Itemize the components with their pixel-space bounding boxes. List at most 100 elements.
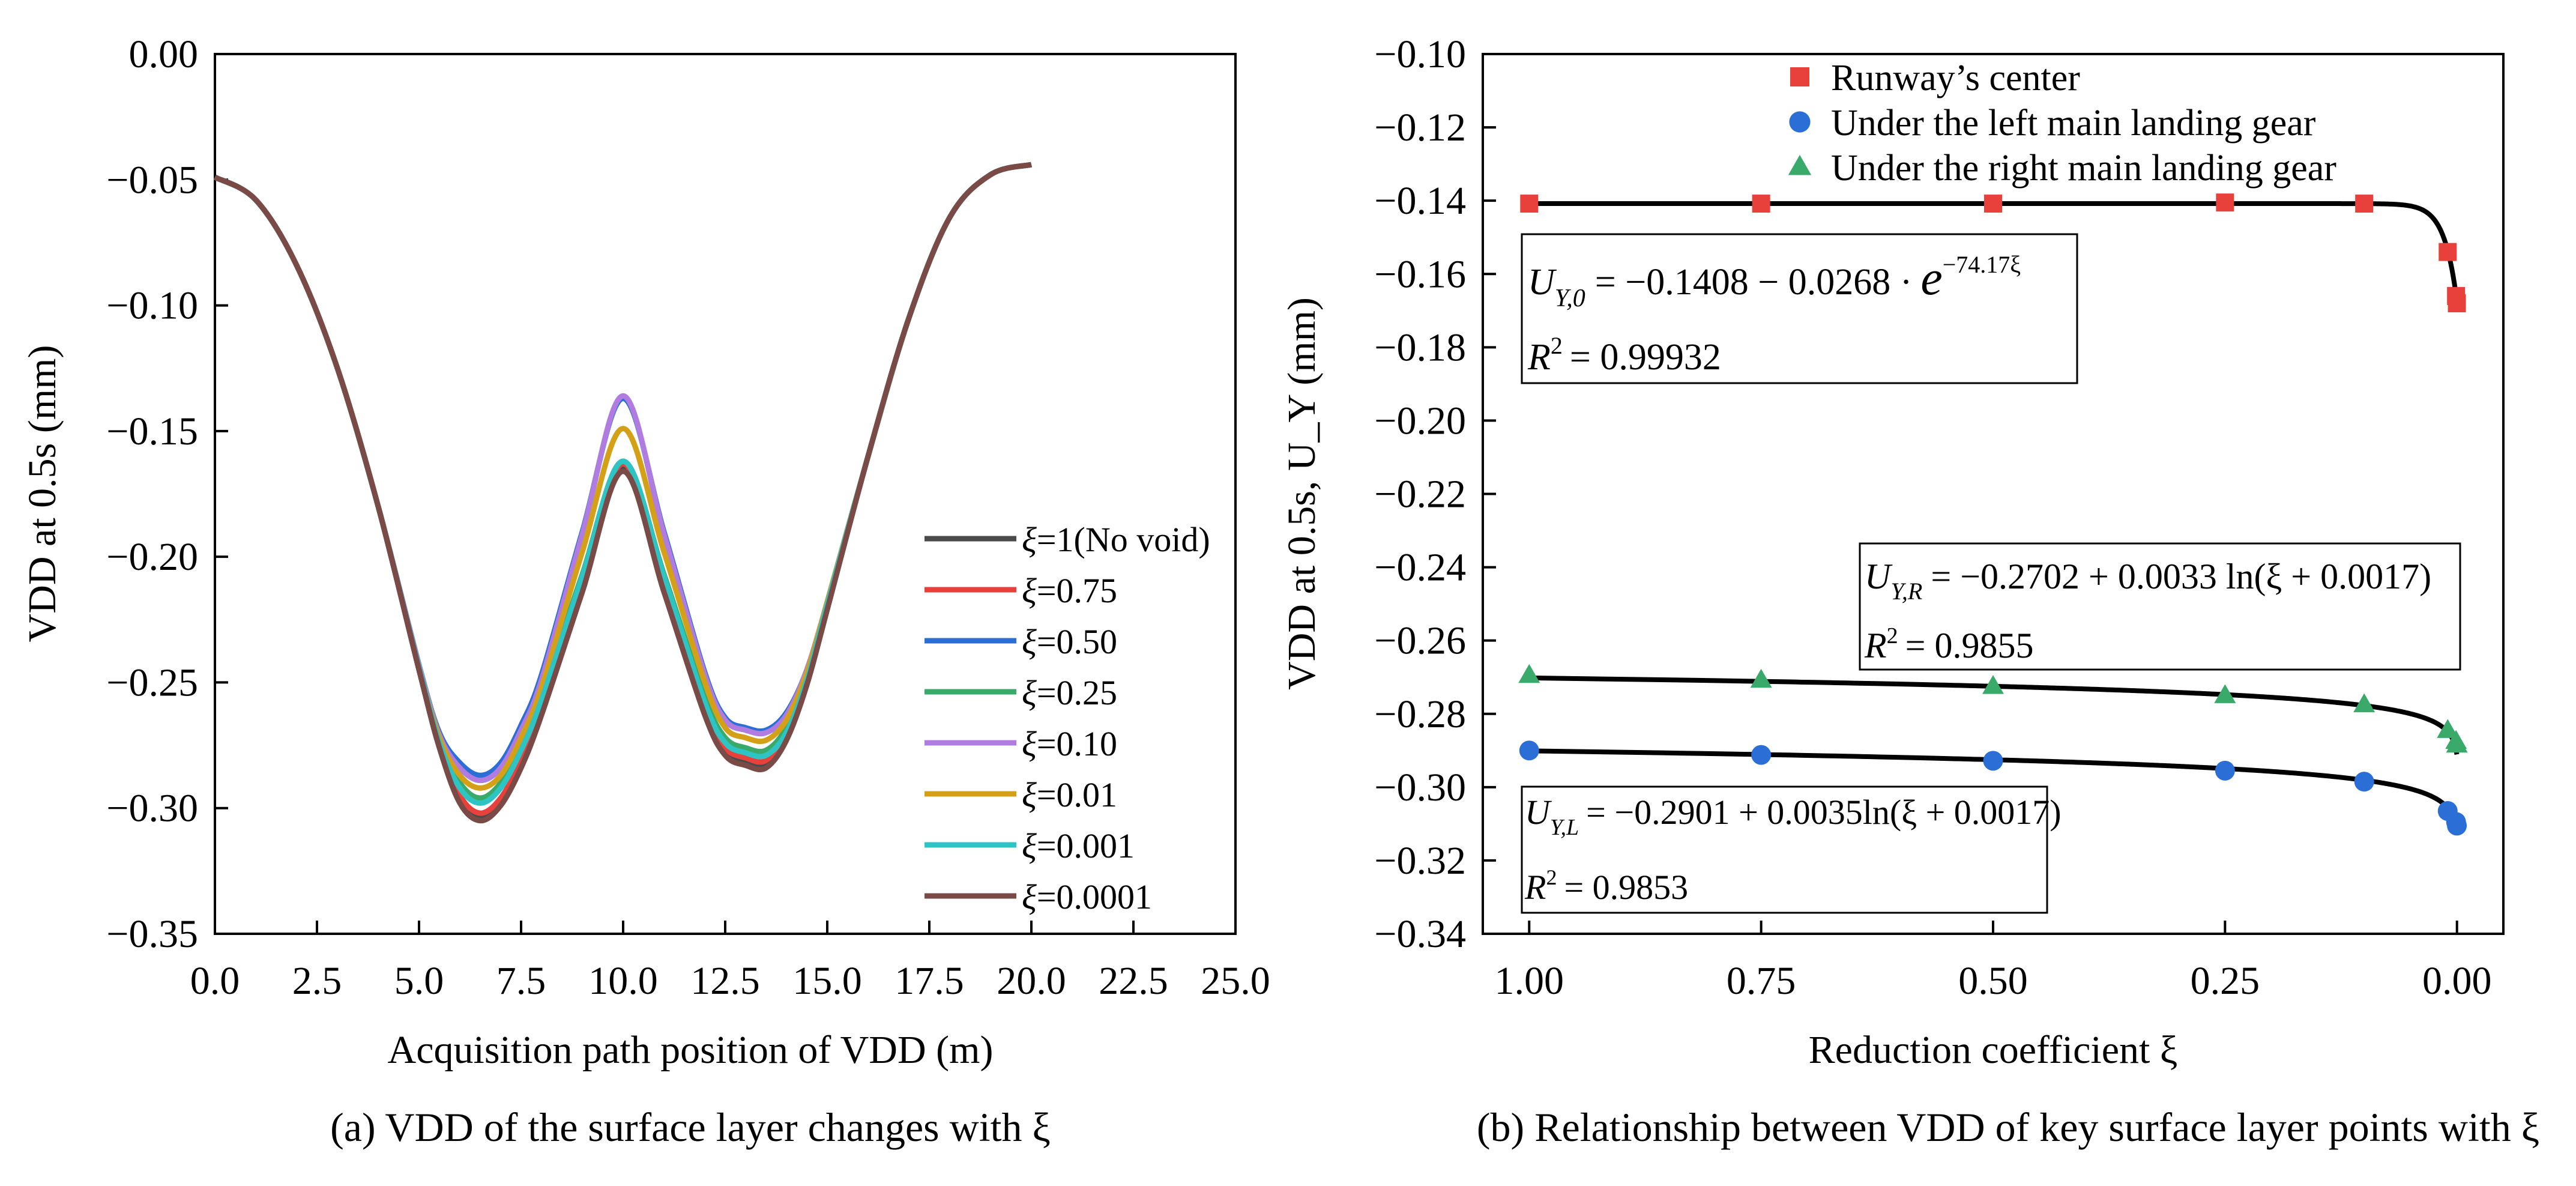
chart-b-legend: Runway’s center Under the left main landi… xyxy=(1788,58,2336,189)
x-tick-label: 1.00 xyxy=(1495,959,1564,1003)
legend-value: =0.50 xyxy=(1037,622,1117,661)
r2-right: R2 = 0.9855 xyxy=(1864,623,2034,665)
legend-xi-symbol: ξ xyxy=(1022,724,1037,763)
legend-label-1: Under the left main landing gear xyxy=(1831,103,2316,144)
legend-label-1: ξ=0.75 xyxy=(1022,571,1117,610)
y-tick-label: 0.00 xyxy=(129,32,199,76)
data-point-triangle xyxy=(1982,675,2004,694)
eq-center-subscript: Y,0 xyxy=(1555,285,1585,312)
series-line-0 xyxy=(213,162,1033,821)
data-point-circle xyxy=(1751,745,1772,765)
x-tick-label: 2.5 xyxy=(292,959,342,1003)
legend-label-7: ξ=0.0001 xyxy=(1022,877,1152,916)
legend-marker-square xyxy=(1790,67,1809,86)
x-tick-label: 25.0 xyxy=(1201,959,1270,1003)
y-tick-label: −0.25 xyxy=(106,661,198,704)
data-point-triangle xyxy=(2437,719,2459,738)
equation-box-right: UY,R = −0.2702 + 0.0033 ln(ξ + 0.0017) R2… xyxy=(1859,542,2461,671)
y-tick-label: −0.20 xyxy=(106,535,198,579)
data-point-square xyxy=(1520,195,1539,213)
fit-curve-1 xyxy=(1529,675,2460,755)
eq-center-exponent: −74.17ξ xyxy=(1943,251,2021,278)
x-tick-label: 12.5 xyxy=(690,959,760,1003)
chart-b-y-axis-label: VDD at 0.5s, U_Y (mm) xyxy=(1280,297,1324,690)
r2-left: R2 = 0.9853 xyxy=(1524,865,1688,907)
series-line-5 xyxy=(213,162,1033,791)
equation-box-left: UY,L = −0.2901 + 0.0035ln(ξ + 0.0017) R2 =… xyxy=(1521,785,2062,914)
data-point-circle xyxy=(1983,751,2003,771)
y-tick-label: −0.35 xyxy=(106,912,198,956)
legend-label-5: ξ=0.01 xyxy=(1022,775,1117,814)
y-tick-label: −0.16 xyxy=(1374,252,1466,296)
y-tick-label: −0.22 xyxy=(1374,473,1466,516)
equation-box-left-frame xyxy=(1521,785,2048,914)
eq-left-subscript: Y,L xyxy=(1550,815,1579,840)
fit-curve-0 xyxy=(1529,201,2460,301)
x-tick-label: 17.5 xyxy=(894,959,964,1003)
chart-b-fit-curves xyxy=(1529,201,2460,833)
r2-right-value: = 0.9855 xyxy=(1905,626,2034,665)
chart-a-series-lines xyxy=(213,162,1033,824)
legend-xi-symbol: ξ xyxy=(1022,571,1037,610)
r2-center-r: R xyxy=(1527,337,1551,378)
y-tick-label: −0.30 xyxy=(1374,766,1466,809)
equation-box-center: UY,0 = −0.1408 − 0.0268 · e−74.17ξ R2 = 0.9… xyxy=(1521,233,2078,384)
data-point-square xyxy=(2355,195,2374,213)
data-point-circle xyxy=(2215,760,2235,781)
legend-value: =0.0001 xyxy=(1037,877,1152,916)
equation-left: UY,L = −0.2901 + 0.0035ln(ξ + 0.0017) xyxy=(1525,793,2062,840)
data-point-circle xyxy=(1519,740,1539,761)
legend-xi-symbol: ξ xyxy=(1022,520,1037,559)
x-tick-label: 0.00 xyxy=(2422,959,2492,1003)
eq-left-rhs: = −0.2901 + 0.0035ln(ξ + 0.0017) xyxy=(1586,793,2061,832)
eq-center-u: U xyxy=(1528,262,1557,303)
series-line-1 xyxy=(213,162,1033,816)
y-tick-label: −0.32 xyxy=(1374,839,1466,883)
legend-xi-symbol: ξ xyxy=(1022,622,1037,661)
legend-marker-triangle xyxy=(1788,154,1812,175)
legend-value: =0.10 xyxy=(1037,724,1117,763)
y-tick-label: −0.15 xyxy=(106,410,198,453)
x-tick-label: 0.0 xyxy=(190,959,240,1003)
data-point-circle xyxy=(2447,815,2467,836)
legend-value: =0.75 xyxy=(1037,571,1117,610)
chart-b-x-axis-label: Reduction coefficient ξ xyxy=(1809,1028,2178,1072)
data-point-triangle xyxy=(2214,684,2236,703)
x-tick-label: 15.0 xyxy=(792,959,862,1003)
data-point-triangle xyxy=(2353,693,2375,713)
legend-value: =0.25 xyxy=(1037,673,1117,712)
r2-center: R2 = 0.99932 xyxy=(1527,332,1721,378)
data-point-square xyxy=(2448,294,2466,313)
r2-right-sup: 2 xyxy=(1887,623,1898,649)
chart-b-caption: (b) Relationship between VDD of key surf… xyxy=(1477,1104,2539,1150)
eq-center-rhs: = −0.1408 − 0.0268 · xyxy=(1595,262,1913,303)
equation-right: UY,R = −0.2702 + 0.0033 ln(ξ + 0.0017) xyxy=(1865,557,2431,605)
legend-label-3: ξ=0.25 xyxy=(1022,673,1117,712)
x-tick-label: 0.25 xyxy=(2191,959,2260,1003)
legend-label-0: Runway’s center xyxy=(1831,58,2080,98)
equation-box-center-frame xyxy=(1521,233,2078,384)
y-tick-label: −0.28 xyxy=(1374,692,1466,736)
legend-label-6: ξ=0.001 xyxy=(1022,826,1135,865)
data-point-triangle xyxy=(2446,733,2468,753)
y-tick-label: −0.10 xyxy=(1374,32,1466,76)
x-tick-label: 20.0 xyxy=(997,959,1066,1003)
y-tick-label: −0.30 xyxy=(106,787,198,831)
chart-a-caption: (a) VDD of the surface layer changes wit… xyxy=(330,1104,1051,1150)
legend-value: =1(No void) xyxy=(1037,520,1210,559)
data-point-square xyxy=(1984,195,2002,213)
legend-label-4: ξ=0.10 xyxy=(1022,724,1117,763)
chart-a: 0.0 2.5 5.0 7.5 10.0 12.5 15.0 17.5 20.0 22.5 25.0… xyxy=(20,32,1270,1150)
chart-b-y-ticks: −0.10 −0.12 −0.14 −0.16 −0.18 −0.20 −0.22 −0.24… xyxy=(1374,32,1496,956)
y-tick-label: −0.12 xyxy=(1374,106,1466,150)
eq-right-u: U xyxy=(1865,557,1893,596)
eq-right-subscript: Y,R xyxy=(1890,578,1922,605)
fit-curve-2 xyxy=(1529,748,2460,833)
y-tick-label: −0.26 xyxy=(1374,619,1466,663)
x-tick-label: 5.0 xyxy=(394,959,444,1003)
data-point-triangle xyxy=(1750,668,1772,688)
legend-label-2: ξ=0.50 xyxy=(1022,622,1117,661)
x-tick-label: 22.5 xyxy=(1099,959,1168,1003)
eq-right-rhs: = −0.2702 + 0.0033 ln(ξ + 0.0017) xyxy=(1931,557,2431,596)
chart-a-x-ticks: 0.0 2.5 5.0 7.5 10.0 12.5 15.0 17.5 20.0 22.5 25.0 xyxy=(190,921,1270,1003)
